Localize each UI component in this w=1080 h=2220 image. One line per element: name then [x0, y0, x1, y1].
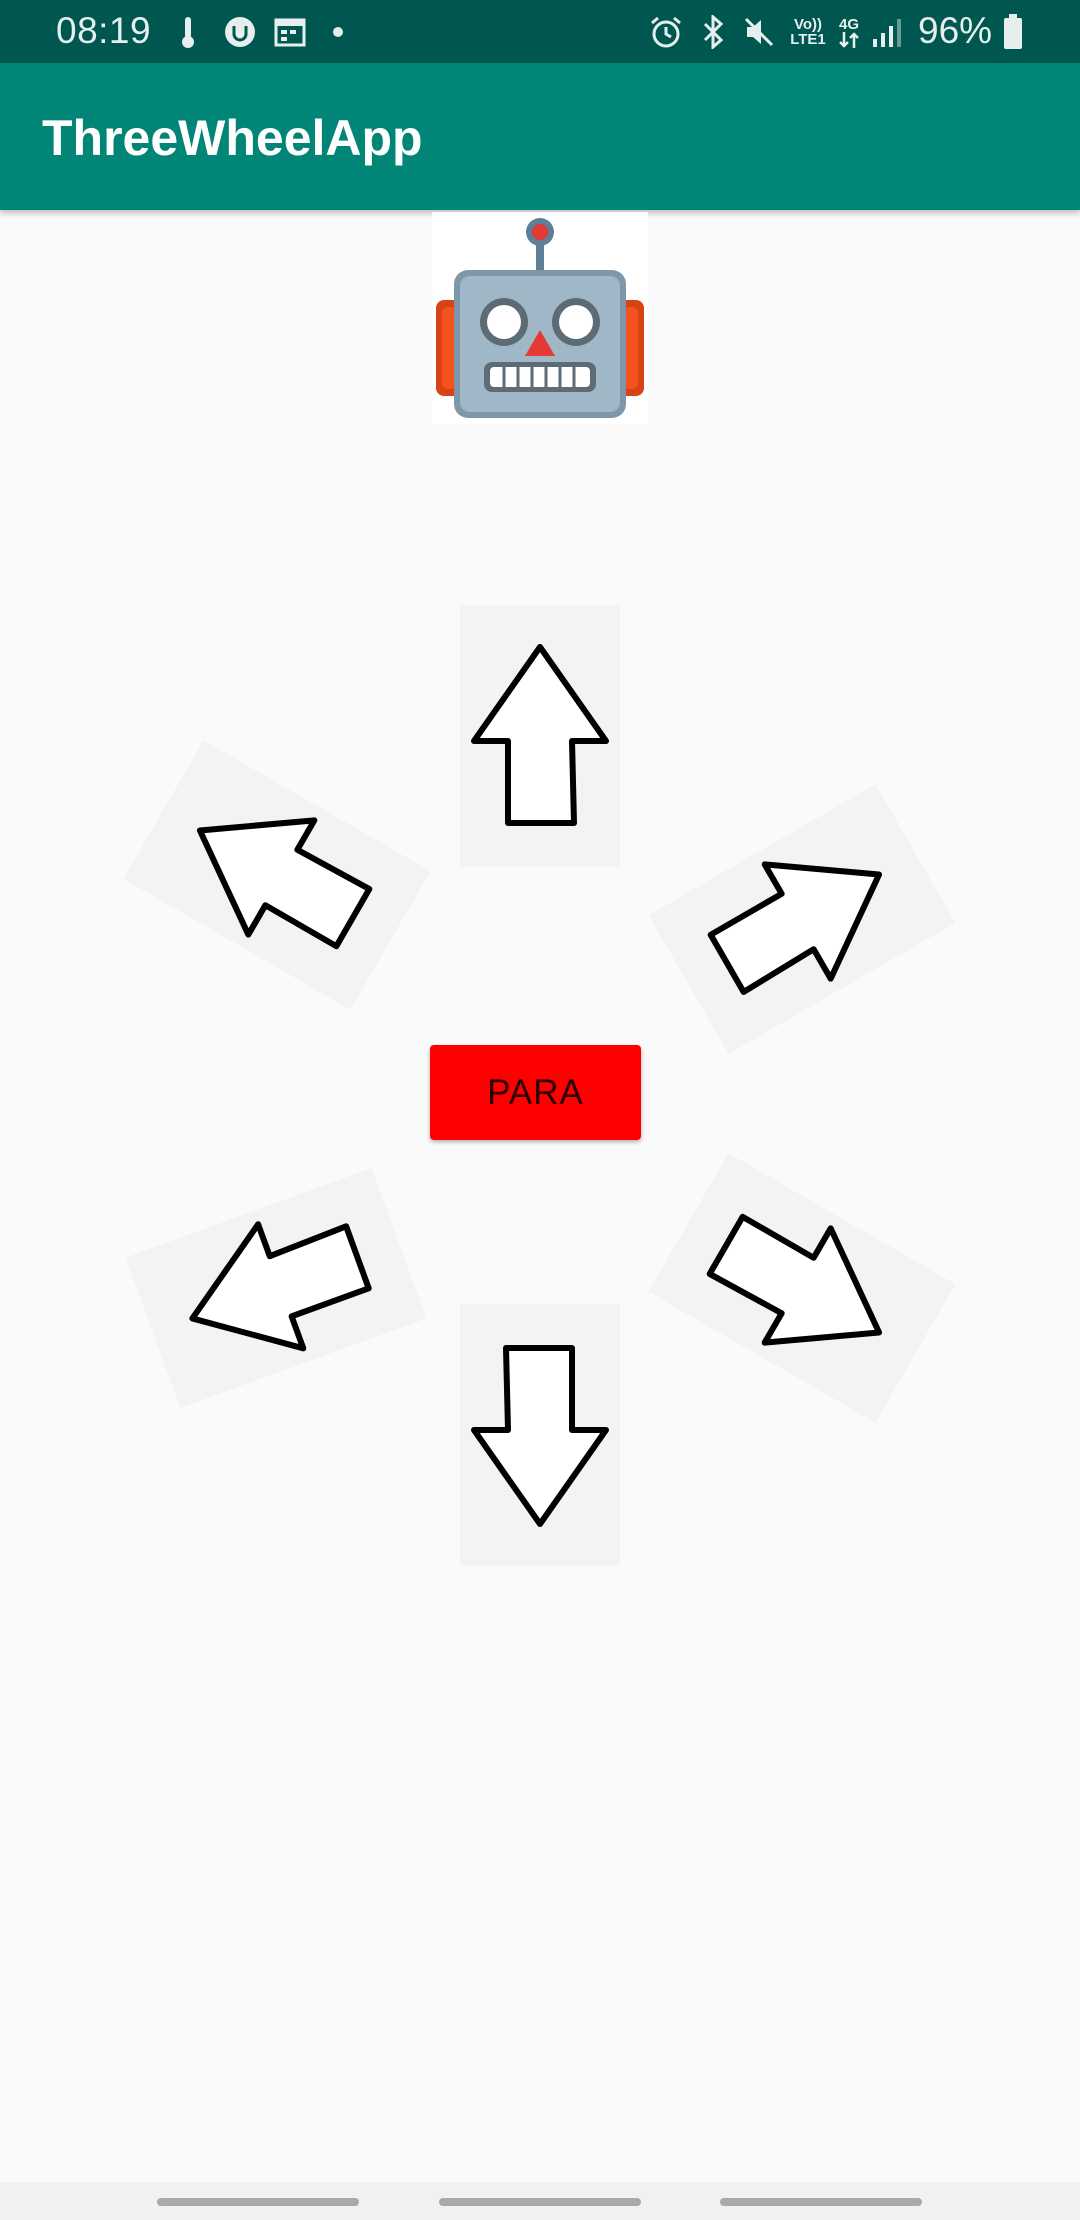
calendar-icon [272, 14, 308, 50]
battery-percent: 96% [918, 10, 993, 51]
status-time: 08:19 [56, 10, 152, 51]
robot-face-icon [436, 218, 644, 418]
arrow-down-left-button[interactable] [125, 1168, 427, 1408]
4g-icon: 4G [836, 14, 862, 50]
thermometer-icon [178, 14, 198, 50]
alarm-icon [648, 14, 684, 50]
arrow-up-button[interactable] [460, 605, 620, 867]
app-u-icon [222, 14, 258, 50]
arrow-up-right-button[interactable] [648, 784, 956, 1054]
app-title: ThreeWheelApp [42, 110, 423, 166]
arrow-down-right-icon [706, 1213, 883, 1346]
mute-icon [742, 14, 776, 50]
status-bar: 08:19 Vo)) LTE1 4G 96% [0, 0, 1080, 63]
nav-home-button[interactable] [439, 2198, 641, 2206]
volte-icon: Vo)) LTE1 [788, 14, 828, 50]
volte-bottom-label: LTE1 [790, 31, 826, 48]
dot-icon [330, 14, 346, 50]
arrow-up-right-icon [707, 861, 883, 995]
arrow-down-button[interactable] [460, 1304, 620, 1566]
arrow-down-icon [471, 1345, 609, 1527]
nav-back-button[interactable] [720, 2198, 922, 2206]
arrow-up-left-button[interactable] [123, 740, 431, 1010]
app-bar: ThreeWheelApp [0, 63, 1080, 210]
arrow-down-left-icon [189, 1221, 372, 1352]
stop-button[interactable]: PARA [430, 1045, 641, 1140]
navigation-bar [0, 2182, 1080, 2220]
arrow-up-left-icon [196, 817, 373, 950]
robot-image [432, 212, 648, 424]
nav-recents-button[interactable] [157, 2198, 359, 2206]
battery-icon [1000, 14, 1026, 50]
signal-type-label: 4G [838, 15, 859, 33]
bluetooth-icon [698, 14, 728, 50]
volte-top-label: Vo)) [793, 16, 823, 33]
arrow-down-right-button[interactable] [648, 1153, 956, 1423]
signal-icon [870, 14, 904, 50]
arrow-up-icon [471, 644, 609, 826]
